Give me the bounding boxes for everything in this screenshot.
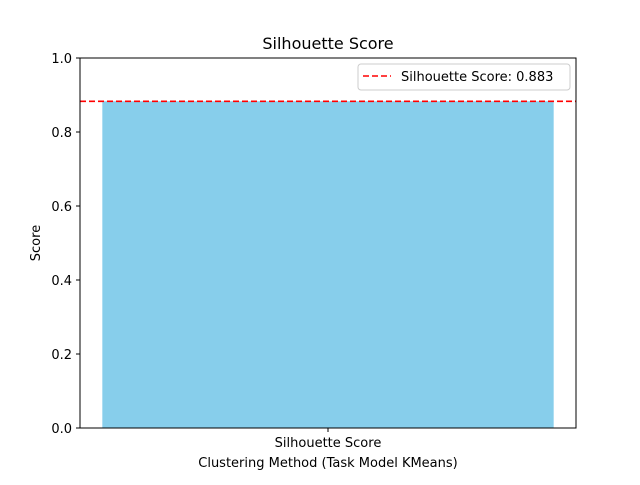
y-tick-label-3: 0.6 xyxy=(51,200,72,215)
legend-entry-label: Silhouette Score: 0.883 xyxy=(401,70,553,85)
y-tick-label-0: 0.0 xyxy=(51,422,72,437)
legend: Silhouette Score: 0.883 xyxy=(357,63,571,91)
chart-title: Silhouette Score xyxy=(262,34,393,53)
y-tick-label-1: 0.2 xyxy=(51,348,72,363)
y-axis-label: Score xyxy=(29,225,44,261)
bars-group xyxy=(102,101,554,428)
y-tick-label-5: 1.0 xyxy=(51,52,72,67)
y-tick-label-2: 0.4 xyxy=(51,274,72,289)
y-axis-ticks: 0.0 0.2 0.4 0.6 0.8 1.0 xyxy=(51,52,80,437)
y-tick-label-4: 0.8 xyxy=(51,126,72,141)
bar-0 xyxy=(102,101,554,428)
x-tick-label-0: Silhouette Score xyxy=(275,436,382,451)
x-axis-label: Clustering Method (Task Model KMeans) xyxy=(198,456,457,471)
x-axis-ticks: Silhouette Score xyxy=(275,428,382,451)
legend-box xyxy=(357,63,571,91)
